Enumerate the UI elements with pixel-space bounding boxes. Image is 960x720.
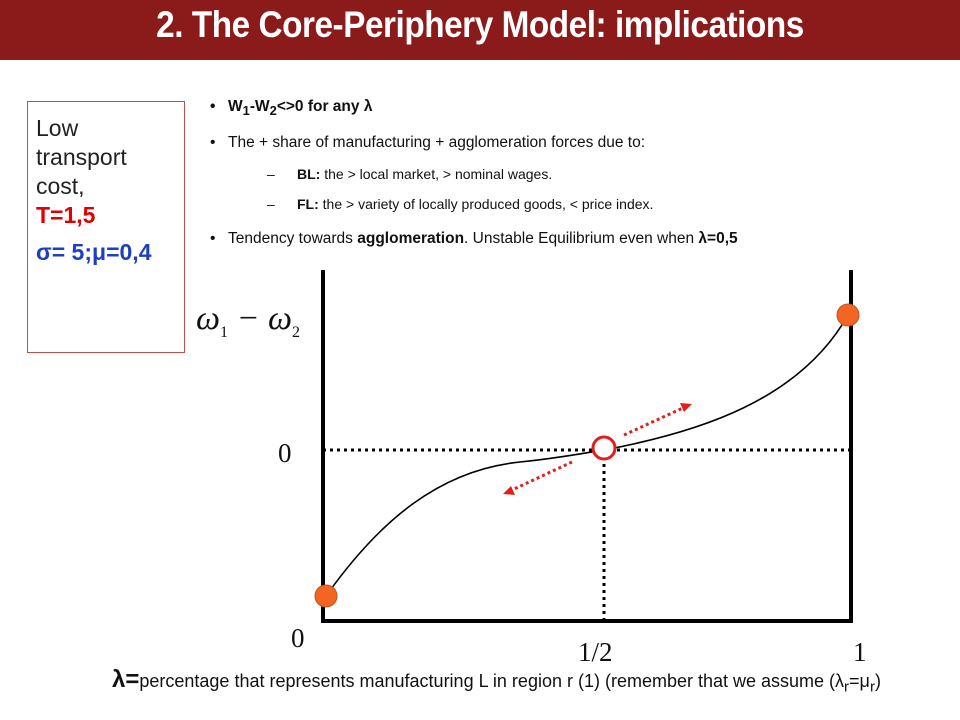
transport-cost-value: T=1,5 — [36, 202, 96, 228]
slide-title: 2. The Core-Periphery Model: implication… — [156, 4, 804, 45]
bullet-2: • The + share of manufacturing + agglomer… — [210, 134, 646, 151]
arrow-left-down-head — [503, 486, 515, 495]
unstable-equilibrium-point — [591, 435, 617, 461]
x-half-label: 1/2 — [578, 637, 613, 667]
origin-label: 0 — [291, 623, 305, 653]
sub-bullet-fl: – FL: the > variety of locally produced g… — [267, 196, 654, 212]
arrow-right-up-head — [680, 403, 692, 412]
title-bar: 2. The Core-Periphery Model: implication… — [0, 0, 960, 60]
bullet-3: • Tendency towards agglomeration. Unstabl… — [210, 230, 738, 247]
sub-bullet-bl: – BL: the > local market, > nominal wages… — [267, 166, 553, 182]
arrow-left-down-line — [511, 460, 573, 492]
sidebox-line-3: cost, — [36, 173, 85, 199]
y-axis-label: ω1 − ω2 — [196, 300, 300, 341]
stable-point-high — [836, 303, 860, 327]
model-parameters: σ= 5;μ=0,4 — [36, 239, 152, 265]
arrow-right-up-line — [623, 406, 684, 437]
parameters-box: Low transport cost, T=1,5 σ= 5;μ=0,4 — [27, 101, 185, 353]
sidebox-line-1: Low — [36, 115, 79, 141]
x-one-label: 1 — [853, 637, 867, 667]
sidebox-line-2: transport — [36, 144, 127, 170]
y-zero-label: 0 — [278, 438, 292, 468]
bullet-1: • W1-W2<>0 for any λ — [210, 98, 373, 119]
lambda-definition: λ=percentage that represents manufacturi… — [112, 666, 881, 696]
wage-differential-curve — [325, 314, 849, 597]
stable-point-low — [314, 584, 338, 608]
